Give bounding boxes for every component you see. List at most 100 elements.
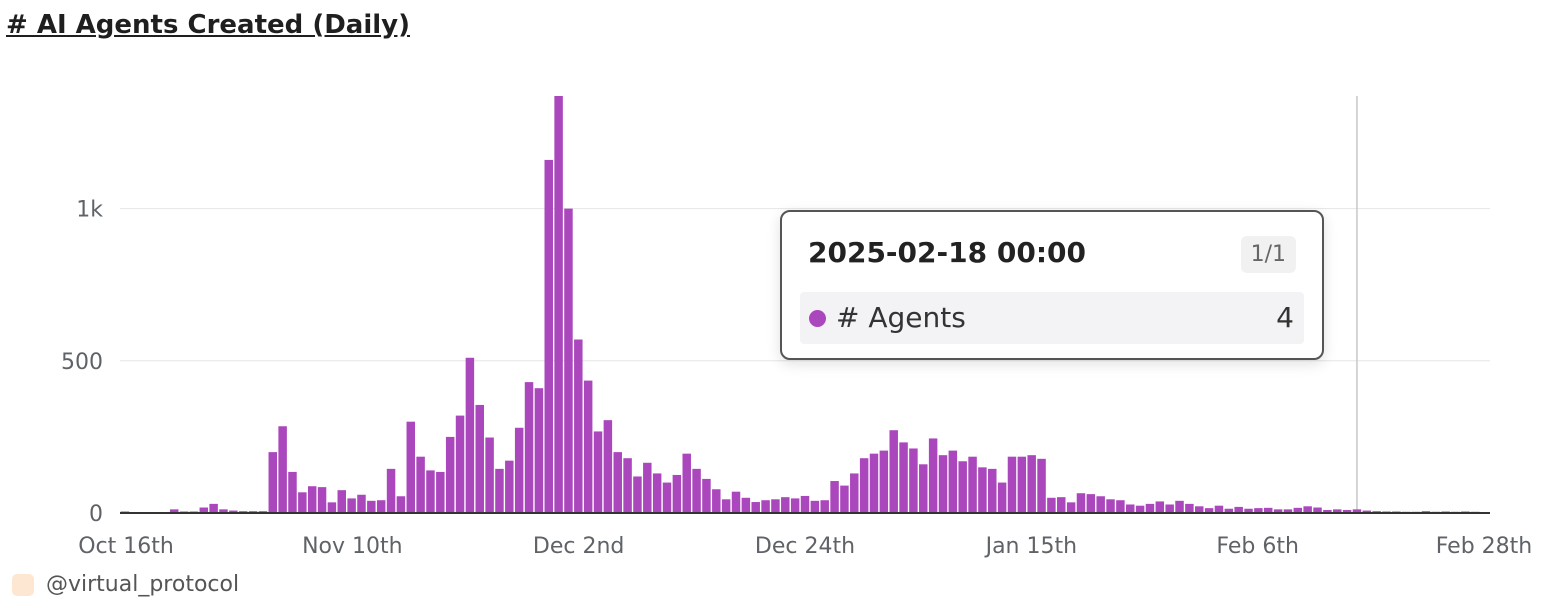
- bar[interactable]: [682, 453, 691, 513]
- bar[interactable]: [1057, 497, 1066, 513]
- bar[interactable]: [652, 473, 662, 513]
- bar[interactable]: [1224, 508, 1234, 513]
- bar[interactable]: [790, 498, 800, 513]
- bar[interactable]: [1264, 507, 1273, 513]
- bar[interactable]: [731, 491, 741, 513]
- bar[interactable]: [830, 481, 839, 513]
- bar[interactable]: [859, 458, 869, 513]
- bar[interactable]: [1145, 503, 1155, 513]
- bar[interactable]: [1332, 509, 1342, 513]
- bar[interactable]: [1323, 509, 1332, 513]
- bar[interactable]: [288, 471, 297, 513]
- bar[interactable]: [593, 431, 603, 513]
- bar[interactable]: [505, 460, 514, 513]
- bar[interactable]: [229, 510, 238, 513]
- bar[interactable]: [564, 208, 573, 513]
- bar[interactable]: [1283, 509, 1293, 513]
- bar[interactable]: [643, 462, 652, 513]
- bar[interactable]: [524, 382, 534, 513]
- bar[interactable]: [514, 427, 524, 513]
- bar[interactable]: [209, 503, 218, 513]
- bar[interactable]: [1116, 500, 1125, 513]
- bar[interactable]: [919, 464, 928, 513]
- bar[interactable]: [583, 380, 593, 513]
- bar[interactable]: [751, 502, 760, 513]
- bar[interactable]: [268, 452, 278, 513]
- bar[interactable]: [1185, 503, 1194, 513]
- bar[interactable]: [948, 450, 958, 513]
- bar[interactable]: [988, 468, 997, 513]
- bar[interactable]: [1214, 505, 1224, 513]
- bar[interactable]: [938, 455, 948, 513]
- bar[interactable]: [396, 496, 406, 513]
- bar[interactable]: [613, 452, 622, 513]
- bar[interactable]: [347, 498, 356, 513]
- bar[interactable]: [554, 96, 563, 513]
- bar[interactable]: [741, 497, 751, 513]
- bar[interactable]: [386, 468, 396, 513]
- bar[interactable]: [810, 500, 820, 513]
- bar[interactable]: [633, 476, 642, 513]
- bar[interactable]: [1027, 455, 1036, 513]
- bar[interactable]: [1047, 497, 1056, 513]
- bar[interactable]: [603, 420, 613, 513]
- bar[interactable]: [800, 495, 810, 513]
- bar[interactable]: [721, 499, 731, 513]
- bar[interactable]: [1234, 506, 1243, 513]
- bar[interactable]: [376, 500, 386, 513]
- bar[interactable]: [1096, 496, 1105, 513]
- bar[interactable]: [1165, 504, 1174, 513]
- bar[interactable]: [928, 438, 938, 513]
- bar[interactable]: [958, 461, 967, 513]
- bar[interactable]: [1313, 507, 1322, 513]
- bar[interactable]: [771, 499, 780, 513]
- tooltip-page-indicator[interactable]: 1/1: [1240, 236, 1296, 273]
- bar[interactable]: [219, 509, 228, 513]
- bar[interactable]: [1244, 508, 1253, 513]
- bar[interactable]: [574, 339, 583, 514]
- bar[interactable]: [968, 456, 977, 513]
- bar[interactable]: [1303, 506, 1312, 513]
- bar[interactable]: [367, 500, 376, 513]
- bar[interactable]: [781, 497, 790, 513]
- bar[interactable]: [544, 159, 553, 514]
- bar[interactable]: [623, 458, 632, 513]
- bar[interactable]: [1017, 456, 1027, 513]
- bar[interactable]: [1175, 500, 1184, 513]
- bar[interactable]: [199, 507, 209, 513]
- bar[interactable]: [889, 430, 898, 513]
- bar[interactable]: [357, 494, 366, 513]
- bar[interactable]: [1037, 458, 1046, 513]
- bar[interactable]: [1106, 499, 1115, 513]
- bar[interactable]: [662, 482, 672, 513]
- bar[interactable]: [1066, 502, 1076, 513]
- bar[interactable]: [820, 500, 829, 513]
- bar[interactable]: [761, 500, 770, 513]
- bar[interactable]: [1155, 501, 1165, 513]
- bar[interactable]: [1362, 510, 1372, 513]
- bar[interactable]: [436, 471, 445, 513]
- bar[interactable]: [1293, 507, 1303, 513]
- bar[interactable]: [978, 467, 987, 513]
- bar[interactable]: [445, 436, 455, 513]
- bar[interactable]: [1076, 493, 1086, 513]
- bar[interactable]: [534, 388, 544, 513]
- bar[interactable]: [485, 437, 494, 513]
- bar[interactable]: [712, 489, 721, 513]
- bar[interactable]: [1007, 456, 1017, 513]
- bar[interactable]: [909, 448, 918, 513]
- bar[interactable]: [840, 485, 849, 513]
- bar[interactable]: [465, 357, 475, 513]
- bar[interactable]: [1254, 508, 1263, 513]
- bar[interactable]: [307, 486, 317, 513]
- bar[interactable]: [1342, 509, 1352, 513]
- bar[interactable]: [317, 487, 327, 513]
- bar[interactable]: [879, 450, 889, 513]
- bar[interactable]: [1204, 508, 1214, 513]
- bar[interactable]: [869, 453, 879, 513]
- bar[interactable]: [337, 490, 346, 513]
- bar[interactable]: [1352, 509, 1362, 513]
- bar[interactable]: [406, 421, 415, 513]
- bar[interactable]: [899, 442, 908, 513]
- bar[interactable]: [416, 456, 425, 513]
